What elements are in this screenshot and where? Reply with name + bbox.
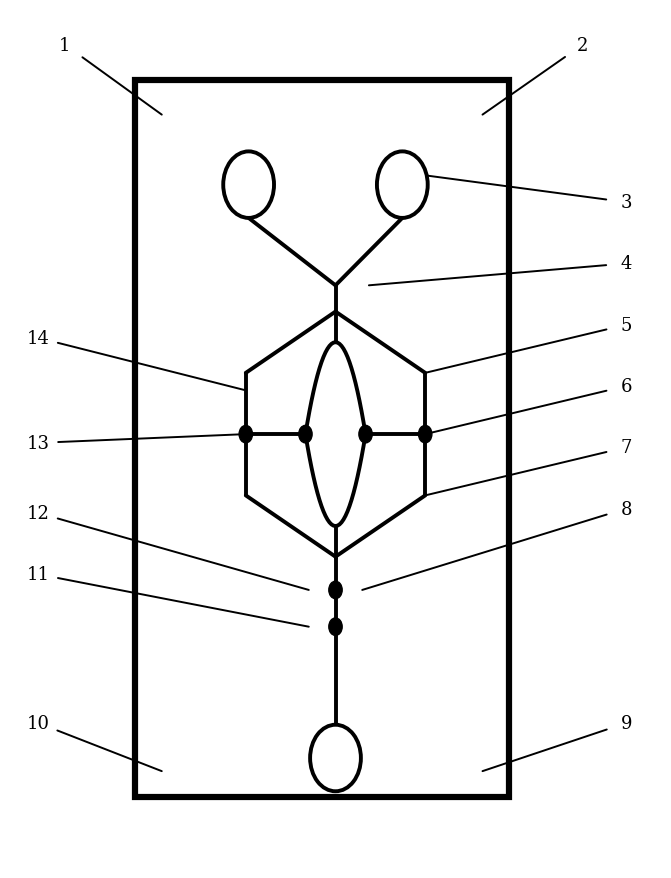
Circle shape	[377, 152, 427, 219]
Text: 3: 3	[621, 194, 632, 212]
Circle shape	[310, 725, 361, 791]
Text: 14: 14	[27, 329, 50, 348]
Circle shape	[329, 581, 342, 599]
Text: 13: 13	[27, 435, 50, 452]
Circle shape	[299, 426, 312, 443]
Text: 5: 5	[621, 316, 632, 335]
Text: 6: 6	[621, 378, 632, 395]
Text: 10: 10	[27, 714, 50, 732]
Circle shape	[223, 152, 274, 219]
Bar	[135, 81, 509, 797]
Text: 1: 1	[59, 37, 70, 54]
Text: 9: 9	[621, 714, 632, 732]
Text: 2: 2	[577, 37, 588, 54]
Text: 8: 8	[621, 500, 632, 518]
Text: 11: 11	[27, 565, 50, 584]
Circle shape	[419, 426, 432, 443]
Text: 4: 4	[621, 255, 632, 273]
Text: 12: 12	[27, 504, 50, 522]
Circle shape	[239, 426, 252, 443]
Circle shape	[329, 618, 342, 636]
Circle shape	[359, 426, 372, 443]
Text: 7: 7	[621, 439, 632, 457]
